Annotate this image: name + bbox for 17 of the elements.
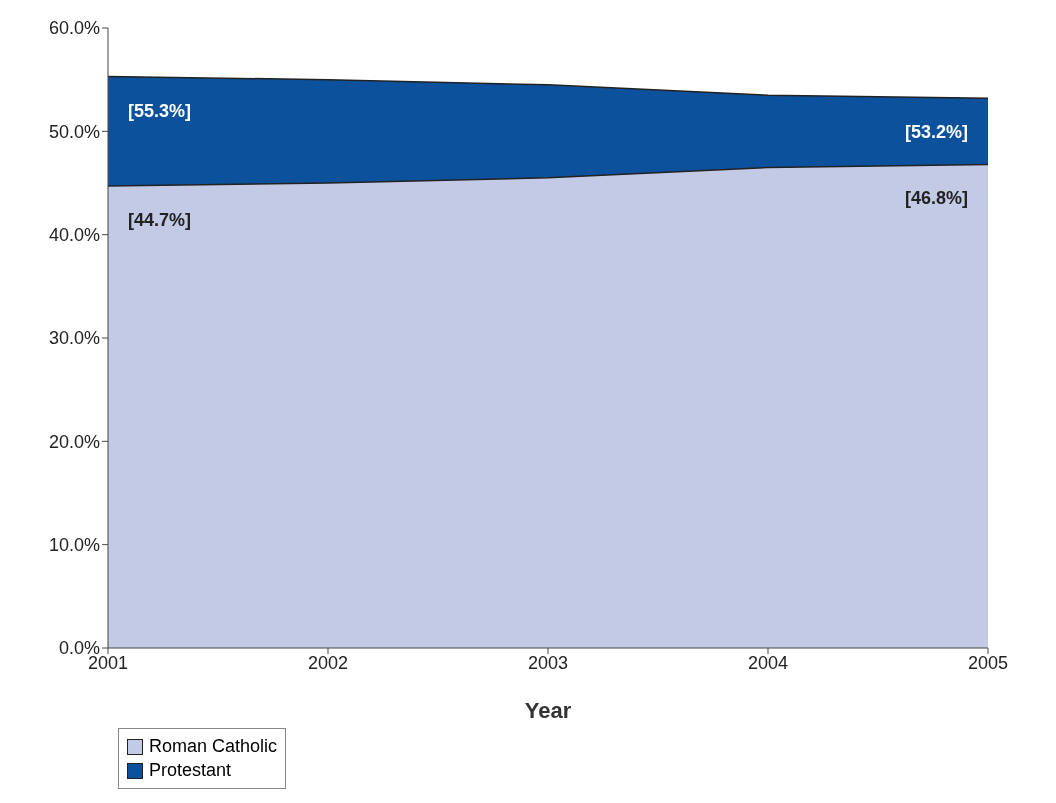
x-tick-label: 2005 — [967, 652, 1009, 673]
y-tick-label: 10.0% — [48, 535, 100, 556]
x-axis-title: Year — [524, 698, 572, 723]
y-tick-label: 60.0% — [48, 18, 100, 39]
data-label: [46.8%] — [904, 188, 968, 209]
data-label: [53.2%] — [904, 122, 968, 143]
y-tick-label: 20.0% — [48, 431, 100, 452]
y-tick-label: 30.0% — [48, 328, 100, 349]
y-tick-label: 50.0% — [48, 121, 100, 142]
x-tick-label: 2002 — [307, 652, 349, 673]
data-label: [44.7%] — [128, 210, 192, 231]
x-tick-label: 2004 — [747, 652, 789, 673]
legend-label: Roman Catholic — [149, 736, 278, 757]
legend-label: Protestant — [149, 760, 232, 781]
y-tick-label: 40.0% — [48, 225, 100, 246]
data-label: [55.3%] — [128, 100, 192, 121]
x-tick-label: 2003 — [527, 652, 569, 673]
